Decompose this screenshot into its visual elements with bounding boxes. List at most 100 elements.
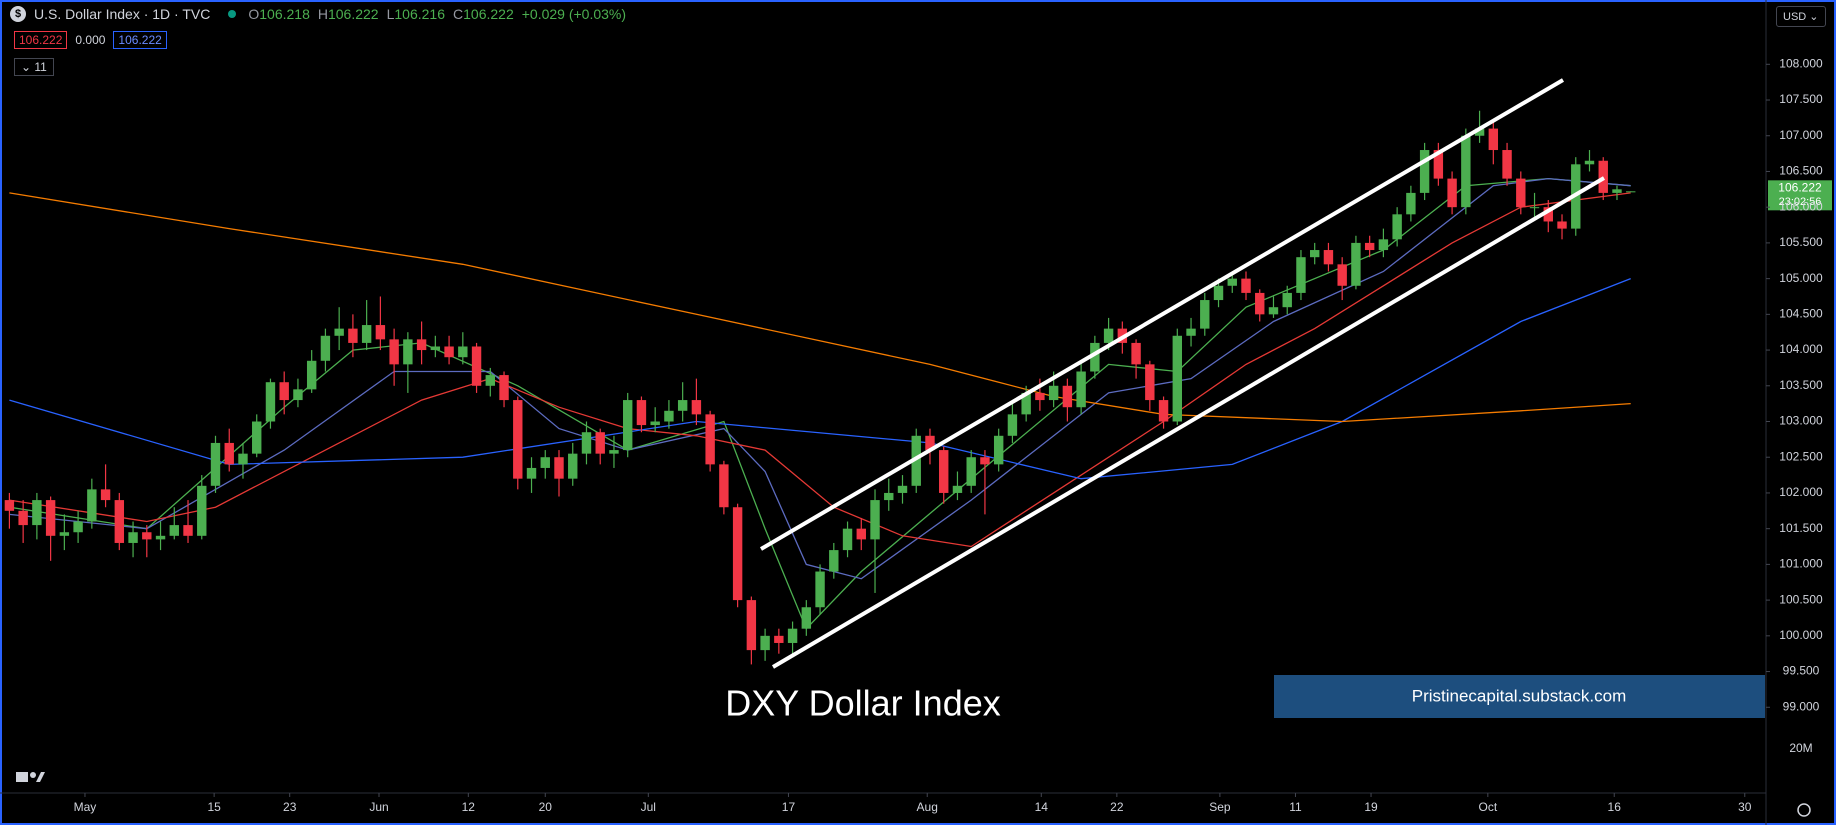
price-tag-price: 106.222 xyxy=(1778,180,1822,194)
candle-body xyxy=(732,507,743,601)
candle-body xyxy=(1007,414,1018,436)
candle-body xyxy=(1419,150,1430,193)
candle-body xyxy=(210,442,221,486)
candle-body xyxy=(45,500,56,536)
y-tick-label: 101.000 xyxy=(1779,557,1823,571)
candle-body xyxy=(1461,135,1471,208)
candle-body xyxy=(939,450,949,493)
candle-body xyxy=(774,635,784,643)
candle-body xyxy=(306,360,317,390)
candle-body xyxy=(334,328,344,336)
y-tick-label: 100.000 xyxy=(1779,628,1823,642)
candle-body xyxy=(1584,160,1595,165)
badges: 106.222 0.000 106.222 xyxy=(14,31,167,49)
y-tick-label: 101.500 xyxy=(1779,521,1823,535)
candle-body xyxy=(1090,342,1100,372)
y-tick-label: 102.500 xyxy=(1779,449,1823,463)
y-tick-label: 104.500 xyxy=(1779,307,1823,321)
candle-body xyxy=(320,335,331,361)
x-tick-label: 11 xyxy=(1289,800,1302,814)
candle-body xyxy=(1186,328,1196,336)
candle-body xyxy=(1213,285,1224,301)
volume-axis-label: 20M xyxy=(1789,741,1812,755)
moving-average xyxy=(9,192,1631,423)
candle-body xyxy=(815,571,825,608)
candle-body xyxy=(623,400,633,451)
candle-body xyxy=(1282,292,1292,308)
candle-body xyxy=(719,464,729,508)
candle-body xyxy=(265,382,276,422)
y-tick-label: 106.000 xyxy=(1779,199,1823,213)
candle-body xyxy=(361,325,372,343)
badge: 106.222 xyxy=(113,31,167,49)
candle-body xyxy=(1378,239,1389,251)
channel-upper xyxy=(759,78,1565,551)
candle-body xyxy=(1021,392,1031,415)
candle-body xyxy=(293,389,303,401)
candle-body xyxy=(128,532,138,543)
candle-body xyxy=(1310,250,1320,258)
indicator-count: 11 xyxy=(34,60,47,74)
candle-body xyxy=(1516,178,1526,208)
candle-body xyxy=(279,382,289,401)
candle-body xyxy=(993,435,1004,465)
watermark-box xyxy=(1274,675,1765,718)
candle-body xyxy=(1296,257,1306,293)
candle-body xyxy=(224,442,234,465)
candle-body xyxy=(691,400,702,415)
candle-body xyxy=(1255,292,1265,315)
candle-body xyxy=(114,500,125,543)
candle-body xyxy=(1158,400,1169,422)
ohlc-label: O xyxy=(248,6,260,22)
candle-body xyxy=(897,485,908,493)
candle-body xyxy=(650,421,660,426)
candle-body xyxy=(705,414,715,465)
candle-body xyxy=(884,492,894,501)
candle-body xyxy=(1364,242,1375,251)
candle-body xyxy=(4,500,15,511)
currency: USD xyxy=(1783,11,1807,23)
x-tick-label: 30 xyxy=(1738,800,1752,814)
x-tick-label: 20 xyxy=(539,800,553,814)
y-tick-label: 105.000 xyxy=(1779,271,1823,285)
y-tick-label: 105.500 xyxy=(1779,235,1823,249)
candle-body xyxy=(1076,371,1086,408)
candle-body xyxy=(59,532,70,536)
ohlc-label: H xyxy=(317,6,328,22)
x-tick-label: 19 xyxy=(1364,800,1378,814)
candle-body xyxy=(18,510,28,526)
settings-icon[interactable] xyxy=(1797,803,1811,817)
candle-body xyxy=(911,435,921,486)
candle-body xyxy=(513,400,523,479)
x-tick-label: May xyxy=(74,800,97,814)
candle-body xyxy=(595,432,605,454)
candle-body xyxy=(1557,221,1567,229)
candle-body xyxy=(238,453,248,465)
candle-body xyxy=(677,400,688,411)
ohlc-label: C xyxy=(453,6,464,22)
candle-body xyxy=(1131,342,1141,365)
x-tick-label: Oct xyxy=(1478,800,1497,814)
candle-body xyxy=(1351,242,1361,286)
candle-body xyxy=(1268,307,1279,315)
header: $ U.S. Dollar Index · 1D · TVC O106.218 … xyxy=(10,6,626,22)
candle-body xyxy=(1227,278,1237,286)
x-tick-label: 15 xyxy=(207,800,221,814)
badge: 106.222 xyxy=(14,31,68,49)
candle-body xyxy=(980,457,990,465)
ohlc-value: 106.218 xyxy=(259,6,310,22)
candle-body xyxy=(252,421,262,454)
candle-body xyxy=(1474,128,1485,136)
y-tick-label: 102.000 xyxy=(1779,485,1823,499)
candle-body xyxy=(1433,150,1444,179)
candle-body xyxy=(458,346,468,358)
y-tick-label: 99.500 xyxy=(1783,664,1820,678)
candle-body xyxy=(1145,364,1155,401)
indicator-toggle[interactable]: ⌄ 11 xyxy=(14,58,54,76)
y-tick-label: 106.500 xyxy=(1779,164,1823,178)
candle-body xyxy=(416,339,427,351)
price-tag-box xyxy=(1768,180,1832,211)
currency-button[interactable]: USD ⌄ xyxy=(1776,6,1826,27)
symbol-icon: $ xyxy=(10,6,26,22)
candle-body xyxy=(183,525,193,536)
